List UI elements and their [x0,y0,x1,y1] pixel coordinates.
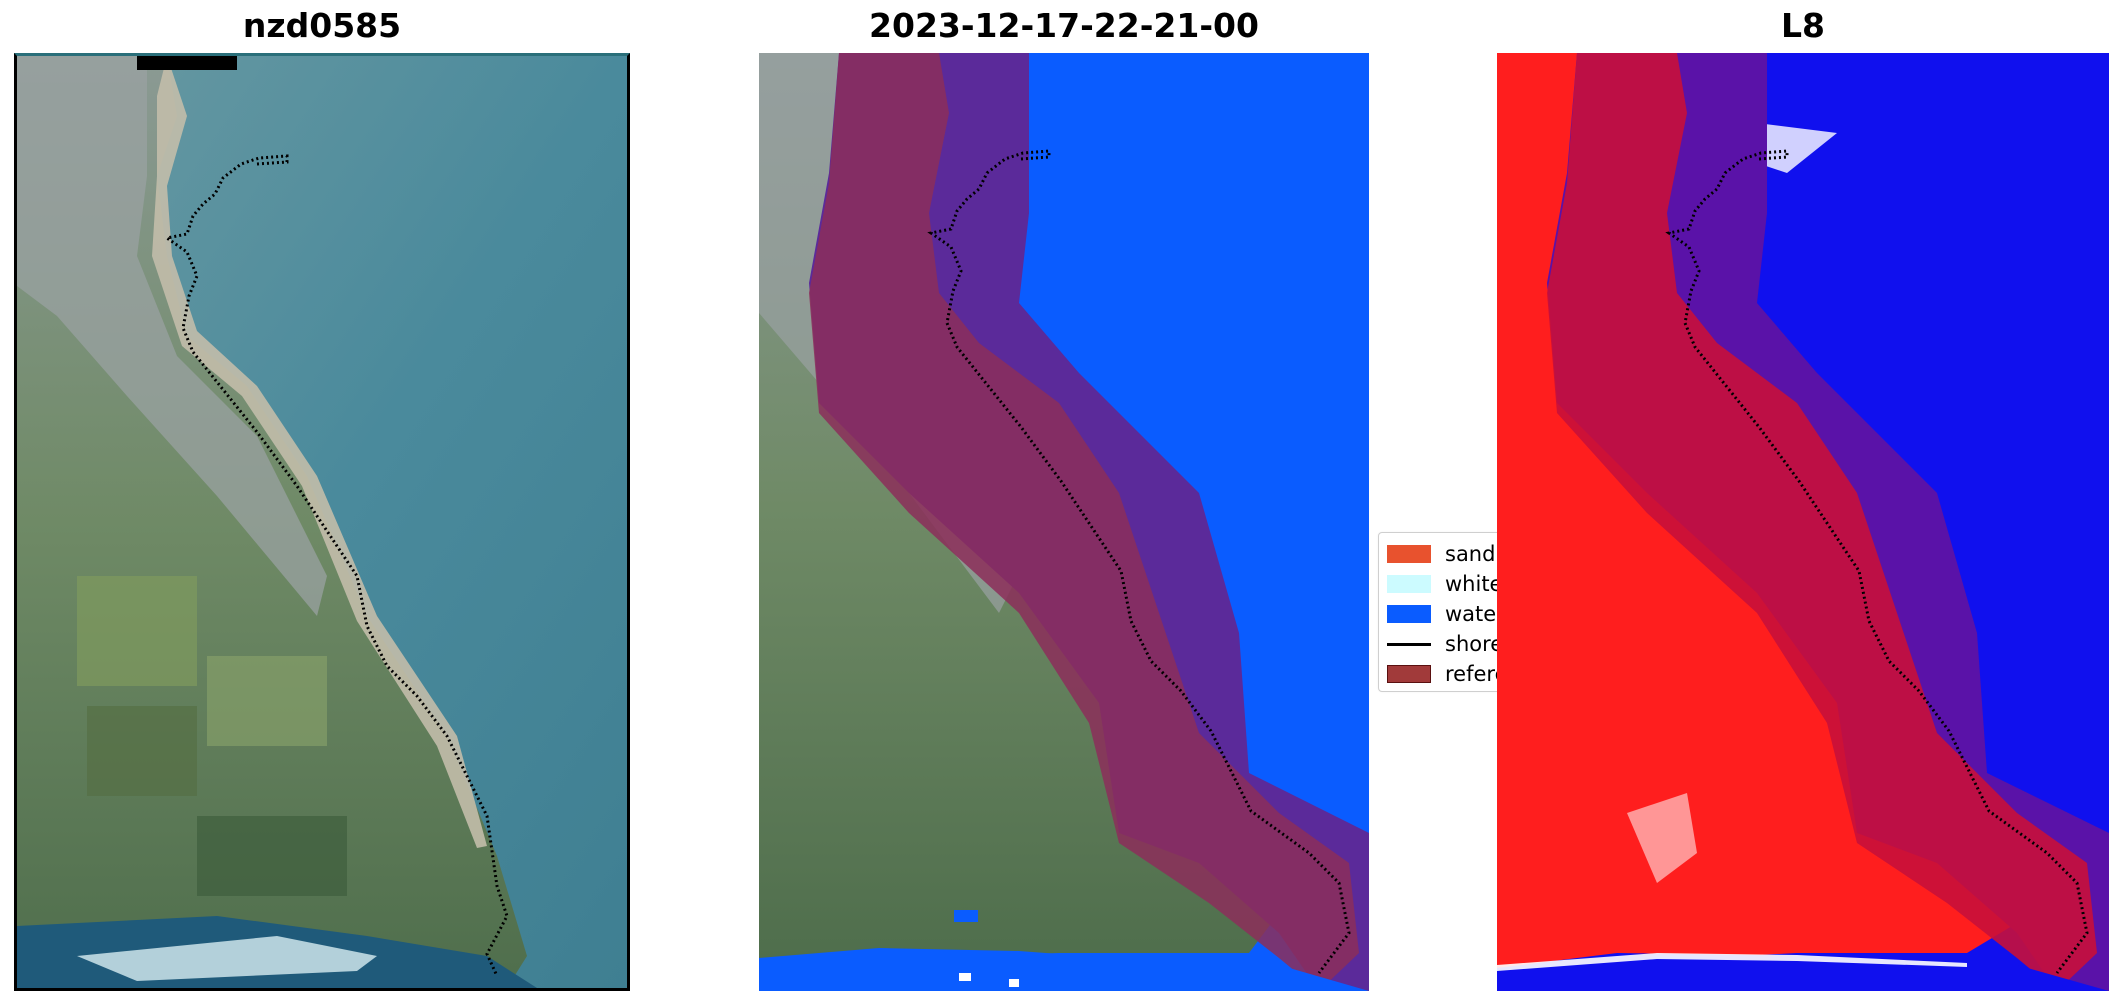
legend-item-white-water: white-water [1387,572,1509,596]
panel-title-date: 2023-12-17-22-21-00 [869,6,1259,45]
shoreline-line [927,149,1351,974]
legend-item-shoreline: shoreline [1387,632,1509,656]
reference-buffer-swatch [1387,665,1431,683]
l8-index-panel [1497,53,2109,991]
rgb-image-panel [14,53,630,991]
legend: sand white-water water shoreline referen… [1378,532,1510,692]
classification-image [759,53,1369,991]
legend-item-reference-buffer: reference shoreline buffer [1387,662,1509,686]
legend-label: water [1445,602,1505,626]
rgb-image [17,56,627,988]
water-swatch [1387,605,1431,623]
shoreline-swatch [1387,642,1431,646]
white-water-swatch [1387,575,1431,593]
legend-item-water: water [1387,602,1505,626]
legend-item-sand: sand [1387,542,1496,566]
panel-title-image-id: nzd0585 [242,6,402,45]
shoreline-line [163,154,509,977]
classification-panel [759,53,1369,991]
sand-swatch [1387,545,1431,563]
l8-index-image [1497,53,2109,991]
panel-title-satellite: L8 [1781,6,1825,45]
shoreline-line [1665,149,2089,974]
legend-label: sand [1445,542,1496,566]
